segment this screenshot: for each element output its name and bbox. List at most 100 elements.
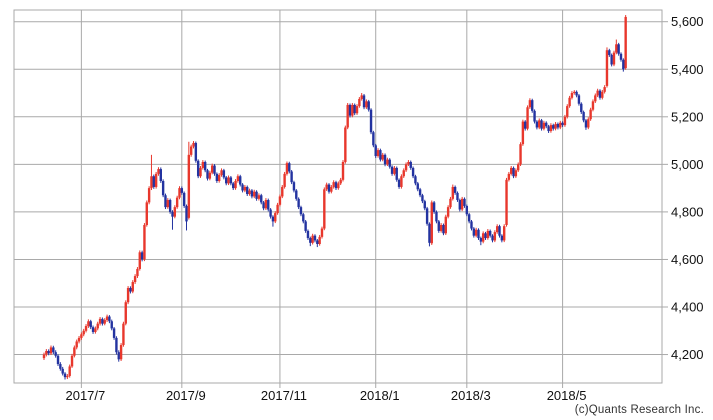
candle-body [73,347,76,356]
candle-body [460,198,464,210]
candle-body [341,161,345,180]
candle-body [512,167,515,177]
candle-body [353,104,356,114]
candle-body [306,230,310,239]
candle-body [206,170,209,179]
candle-body [552,125,555,129]
candle-body [486,230,490,239]
candle-body [112,328,116,338]
candle-body [456,192,459,201]
candle-body [573,91,576,94]
candle-body [140,252,144,260]
candle-body [285,163,289,174]
candle-body [617,44,620,54]
candle-body [171,211,174,217]
candle-body [54,352,57,356]
candle-body [334,182,338,189]
candle-body [180,188,184,193]
candle-body [187,154,191,218]
candle-body [234,180,237,189]
candle-body [283,173,286,187]
candle-body [524,121,527,129]
candle-body [133,276,137,283]
candle-body [495,226,499,233]
candle-body [311,235,314,243]
y-axis-label: 5,600 [671,14,704,29]
candle-body [105,316,109,321]
candle-body [182,192,186,206]
candle-body [388,159,391,167]
candle-body [425,208,429,224]
candle-body [531,100,534,111]
candle-body [587,119,590,128]
candle-body [218,175,221,181]
candle-body [444,216,447,234]
candle-body [309,238,312,243]
candle-body [402,170,405,177]
candle-body [346,104,349,128]
candle-body [526,107,529,129]
candle-body [80,334,83,338]
candle-body [166,200,170,208]
candle-body [45,350,48,355]
y-axis-label: 5,200 [671,109,704,124]
candle-body [208,172,212,179]
candle-body [330,186,333,192]
candle-body [281,186,284,197]
candle-body [278,196,282,205]
candle-body [521,121,525,145]
candle-body [589,109,592,120]
candle-body [297,198,300,208]
candle-body [418,189,422,196]
y-axis-label: 4,400 [671,300,704,315]
candle-body [610,54,613,65]
candle-body [479,238,483,242]
candle-body [68,366,71,376]
candle-body [386,159,389,165]
candle-body [77,337,81,342]
candle-body [150,176,153,189]
candle-body [316,240,319,244]
candle-body [437,221,440,231]
candle-body [47,350,50,354]
candle-body [594,95,597,102]
candle-body [63,373,67,378]
candle-body [421,195,424,202]
candle-body [313,235,317,241]
candle-body [622,59,625,70]
candle-body [561,122,564,126]
candle-body [302,214,305,222]
candle-body [563,116,567,126]
candle-body [327,184,331,192]
candle-body [360,95,363,99]
x-axis-label: 2017/11 [261,388,307,403]
candle-body [554,123,557,129]
candle-body [400,176,403,187]
candle-body [129,287,132,292]
candle-body [442,224,445,234]
candle-body [246,186,249,195]
candle-body [276,204,279,214]
candle-body [56,355,60,365]
candle-body [372,132,375,146]
candle-body [577,95,581,104]
candle-body [477,229,480,239]
candle-body [89,321,92,328]
candle-body [115,337,118,353]
candle-body [615,44,618,53]
candle-body [376,150,380,157]
candle-body [154,173,158,187]
candle-body [196,160,200,177]
candle-body [488,230,492,236]
candle-body [484,233,487,239]
candle-body [519,144,522,165]
gridlines [14,10,662,383]
y-axis-label: 5,400 [671,62,704,77]
candle-body [288,163,291,172]
candle-body [147,188,151,203]
candle-body [549,125,553,132]
candle-body [290,171,293,183]
candle-body [61,368,64,374]
candle-body [430,202,433,244]
